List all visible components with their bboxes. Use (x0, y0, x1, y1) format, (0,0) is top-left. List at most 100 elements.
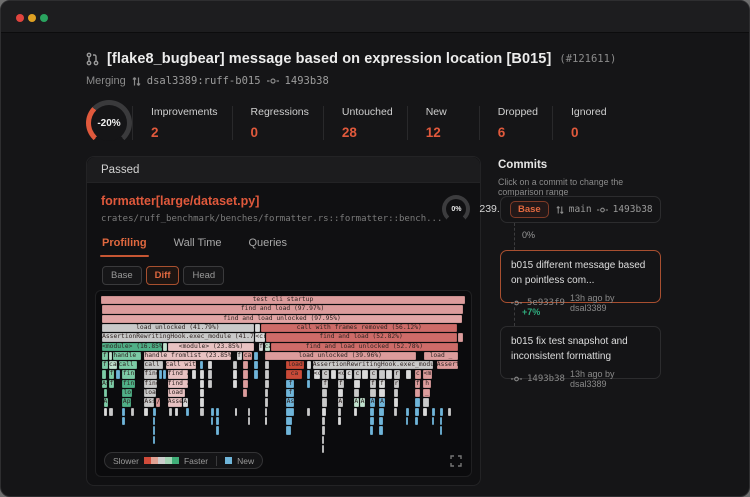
flame-block[interactable]: <c (313, 370, 320, 379)
flame-block[interactable] (405, 416, 409, 426)
flame-block[interactable]: Ap (122, 398, 132, 407)
flame-block[interactable]: A (360, 398, 365, 407)
flame-block[interactable]: load (286, 361, 304, 370)
flame-block[interactable]: load _ (424, 351, 458, 361)
flame-block[interactable]: <cr (255, 333, 265, 342)
flame-block[interactable] (168, 407, 173, 416)
flame-block[interactable] (393, 389, 399, 398)
flame-block[interactable] (207, 370, 212, 379)
flame-block[interactable] (306, 361, 312, 370)
flame-block[interactable]: loa (144, 389, 156, 398)
flame-block[interactable] (306, 407, 310, 416)
flame-block[interactable]: <m (423, 370, 432, 379)
benchmark-name[interactable]: formatter[large/dataset.py] (101, 194, 260, 208)
flame-block[interactable] (322, 398, 327, 407)
flame-block[interactable]: A (353, 398, 359, 407)
flame-block[interactable] (386, 370, 392, 379)
flame-block[interactable] (286, 407, 294, 416)
flame-block[interactable] (457, 333, 464, 342)
flame-block[interactable] (264, 361, 269, 370)
flame-block[interactable] (414, 407, 419, 416)
flame-block[interactable]: c (345, 370, 353, 379)
flame-block[interactable] (122, 416, 126, 426)
flame-block[interactable] (242, 389, 248, 398)
flame-block[interactable] (431, 416, 435, 426)
flame-block[interactable] (286, 426, 291, 435)
flame-block[interactable] (369, 389, 376, 398)
flame-block[interactable] (414, 398, 420, 407)
flame-block[interactable] (233, 370, 238, 379)
flame-block[interactable]: load u (167, 389, 186, 398)
flame-block[interactable] (322, 444, 325, 454)
flame-block[interactable]: <c (337, 370, 345, 379)
flame-block[interactable] (103, 407, 107, 416)
flame-block[interactable]: AssertionRewritingHook.exec_modul (312, 361, 434, 370)
flame-block[interactable] (211, 407, 214, 416)
flame-block[interactable] (439, 407, 443, 416)
flame-block[interactable] (337, 407, 342, 416)
flame-block[interactable] (362, 370, 369, 379)
flame-block[interactable] (122, 407, 126, 416)
flame-block[interactable]: ca (108, 361, 118, 370)
flame-block[interactable]: _ (423, 389, 431, 398)
flame-block[interactable] (216, 416, 219, 426)
flame-block[interactable]: fin (122, 379, 135, 389)
flame-block[interactable] (242, 361, 249, 370)
flame-block[interactable] (286, 416, 292, 426)
flame-block[interactable] (233, 361, 238, 370)
flame-block[interactable] (254, 370, 258, 379)
flame-block[interactable] (247, 416, 250, 426)
flame-block[interactable]: Ass (144, 398, 155, 407)
flame-block[interactable]: fin (122, 370, 135, 379)
flame-block[interactable] (337, 389, 343, 398)
source-branch[interactable]: dsal3389:ruff-b015 (146, 75, 261, 87)
tab-profiling[interactable]: Profiling (100, 237, 149, 257)
flame-block[interactable] (405, 370, 412, 379)
flame-block[interactable] (152, 435, 156, 444)
flame-block[interactable]: r (393, 370, 400, 379)
flame-block[interactable] (306, 370, 311, 379)
mode-head-button[interactable]: Head (183, 266, 225, 285)
flame-block[interactable] (211, 416, 214, 426)
flame-block[interactable] (199, 398, 205, 407)
flame-block[interactable]: f (286, 389, 295, 398)
flame-block[interactable] (255, 323, 261, 333)
flame-block[interactable]: A (183, 398, 188, 407)
flame-block[interactable]: f (322, 379, 329, 389)
flame-block[interactable]: ca (286, 370, 303, 379)
flame-block[interactable]: f (286, 379, 295, 389)
flame-block[interactable]: As (286, 398, 295, 407)
flame-block[interactable]: call with frame (165, 361, 197, 370)
flame-block[interactable] (103, 389, 108, 398)
flame-block[interactable] (152, 426, 156, 435)
flame-block[interactable]: c (322, 370, 330, 379)
flame-block[interactable]: f (108, 370, 115, 379)
flame-block[interactable] (369, 426, 374, 435)
benchmark-row[interactable]: formatter[large/dataset.py] crates/ruff_… (87, 183, 602, 233)
flame-block[interactable] (322, 416, 326, 426)
flame-block[interactable] (199, 379, 205, 389)
flame-block[interactable]: r (393, 379, 400, 389)
flame-block[interactable] (247, 407, 251, 416)
flame-block[interactable]: Assert (436, 361, 458, 370)
flame-block[interactable]: find (144, 379, 158, 389)
commit-card[interactable]: b015 fix test snapshot and inconsistent … (500, 326, 661, 389)
flame-block[interactable]: f (102, 351, 108, 361)
flame-block[interactable] (423, 398, 430, 407)
flame-block[interactable] (199, 370, 205, 379)
flame-block[interactable]: handle from (113, 351, 142, 361)
flame-block[interactable] (379, 426, 383, 435)
flame-block[interactable] (353, 389, 360, 398)
flame-block[interactable]: load unlocked (39.96%) (264, 351, 416, 361)
flame-block[interactable]: load unlocked (41.79%) (102, 323, 254, 333)
flame-block[interactable]: <module> (16.85%) (102, 342, 163, 351)
flame-block[interactable] (264, 379, 269, 389)
fullscreen-icon[interactable] (450, 455, 462, 467)
flame-block[interactable] (414, 389, 420, 398)
flame-block[interactable] (254, 361, 258, 370)
maximize-window-icon[interactable] (40, 14, 48, 22)
flame-block[interactable]: A (379, 398, 385, 407)
flame-block[interactable]: ca (242, 351, 253, 361)
flame-block[interactable]: find and (167, 370, 189, 379)
tab-wall-time[interactable]: Wall Time (173, 237, 222, 249)
